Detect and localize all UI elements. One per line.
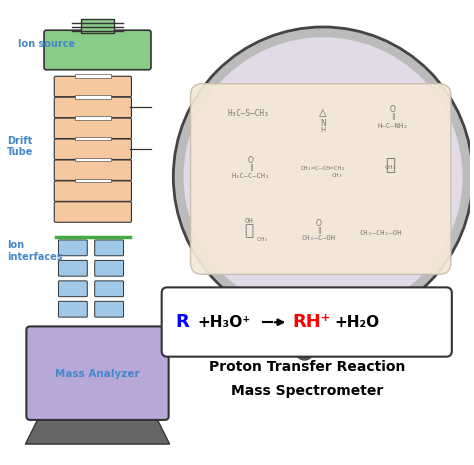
Text: CH₃: CH₃ bbox=[257, 237, 268, 242]
Text: H₃C–C–CH₃: H₃C–C–CH₃ bbox=[232, 173, 270, 179]
Text: CH₃–C–OH: CH₃–C–OH bbox=[301, 235, 336, 241]
Text: Mass Analyzer: Mass Analyzer bbox=[55, 369, 140, 379]
FancyBboxPatch shape bbox=[58, 281, 87, 297]
Text: ‖: ‖ bbox=[317, 226, 320, 234]
Text: CH₃–CH₂–OH: CH₃–CH₂–OH bbox=[360, 230, 402, 235]
Text: ‖: ‖ bbox=[249, 164, 253, 171]
Circle shape bbox=[173, 27, 473, 326]
FancyBboxPatch shape bbox=[54, 118, 131, 139]
Text: OH: OH bbox=[244, 218, 253, 224]
FancyBboxPatch shape bbox=[95, 240, 124, 256]
FancyBboxPatch shape bbox=[54, 76, 131, 97]
Text: △: △ bbox=[319, 105, 327, 118]
Text: N: N bbox=[320, 119, 326, 128]
FancyBboxPatch shape bbox=[54, 202, 131, 222]
FancyBboxPatch shape bbox=[162, 287, 452, 357]
Text: +H₂O: +H₂O bbox=[335, 315, 380, 330]
Text: ‖: ‖ bbox=[391, 113, 394, 120]
Text: O: O bbox=[315, 219, 321, 228]
Text: H–C–NH₂: H–C–NH₂ bbox=[377, 123, 408, 128]
FancyBboxPatch shape bbox=[54, 139, 131, 159]
Bar bbox=[75, 137, 110, 140]
Polygon shape bbox=[26, 416, 170, 444]
Text: O: O bbox=[390, 105, 396, 114]
FancyBboxPatch shape bbox=[95, 301, 124, 317]
FancyBboxPatch shape bbox=[54, 97, 131, 118]
Text: Ion
interfaces: Ion interfaces bbox=[7, 240, 62, 262]
Text: CH₂=C–CH=CH₂: CH₂=C–CH=CH₂ bbox=[301, 166, 346, 171]
Bar bbox=[75, 95, 110, 99]
Bar bbox=[81, 19, 114, 33]
Text: CH₃: CH₃ bbox=[385, 165, 396, 170]
FancyBboxPatch shape bbox=[58, 301, 87, 317]
FancyBboxPatch shape bbox=[95, 281, 124, 297]
FancyBboxPatch shape bbox=[95, 260, 124, 276]
Text: ⬡: ⬡ bbox=[244, 223, 253, 238]
Bar bbox=[75, 158, 110, 161]
FancyBboxPatch shape bbox=[54, 181, 131, 201]
Text: Mass Spectrometer: Mass Spectrometer bbox=[231, 384, 383, 398]
Bar bbox=[75, 116, 110, 120]
Text: Ion source: Ion source bbox=[18, 39, 75, 49]
FancyBboxPatch shape bbox=[191, 84, 451, 274]
Circle shape bbox=[183, 37, 463, 316]
Bar bbox=[75, 179, 110, 182]
Text: RH⁺: RH⁺ bbox=[293, 313, 331, 331]
Text: ⬡: ⬡ bbox=[385, 156, 395, 174]
FancyBboxPatch shape bbox=[58, 240, 87, 256]
FancyBboxPatch shape bbox=[27, 326, 169, 420]
Text: CH₃: CH₃ bbox=[331, 173, 343, 178]
Bar bbox=[75, 74, 110, 78]
Text: R: R bbox=[175, 313, 189, 331]
Text: Proton Transfer Reaction: Proton Transfer Reaction bbox=[209, 360, 405, 374]
FancyBboxPatch shape bbox=[44, 30, 151, 70]
FancyBboxPatch shape bbox=[58, 260, 87, 276]
Text: H: H bbox=[320, 127, 326, 133]
FancyBboxPatch shape bbox=[54, 160, 131, 180]
Text: O: O bbox=[248, 156, 254, 165]
Text: H₃C–S–CH₃: H₃C–S–CH₃ bbox=[228, 109, 269, 119]
Text: +H₃O⁺: +H₃O⁺ bbox=[198, 315, 251, 330]
Text: Drift
Tube: Drift Tube bbox=[7, 136, 33, 157]
